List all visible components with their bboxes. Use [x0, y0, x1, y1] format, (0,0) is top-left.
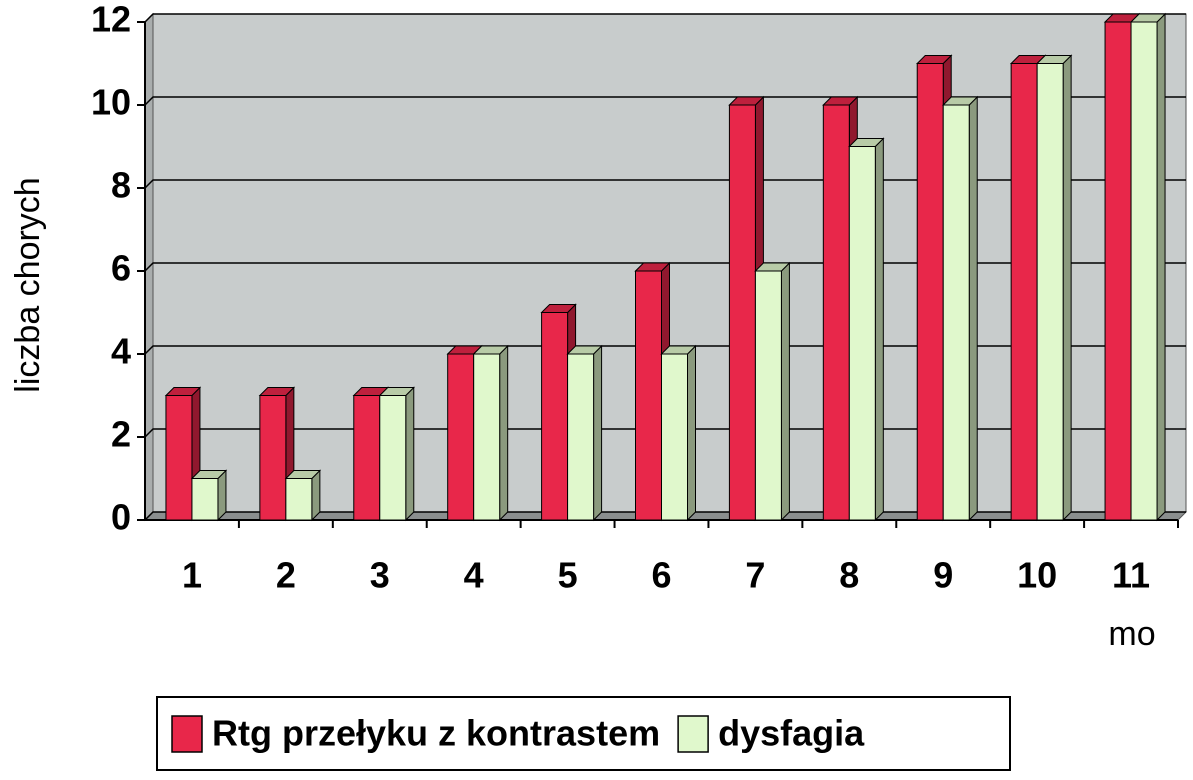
bar	[541, 312, 569, 521]
y-tick-label: 10	[91, 82, 131, 123]
bar-side	[1156, 12, 1166, 522]
bar	[1104, 21, 1132, 521]
x-tick-label: 6	[651, 555, 671, 596]
bar	[473, 353, 501, 521]
x-tick-label: 9	[933, 555, 953, 596]
bar	[1130, 21, 1158, 521]
x-tick-label: 5	[558, 555, 578, 596]
x-tick-label: 4	[464, 555, 484, 596]
x-axis-label: mo	[1108, 615, 1155, 653]
y-tick-label: 8	[111, 165, 131, 206]
bar	[916, 63, 944, 521]
bar	[635, 270, 662, 521]
bar-side	[499, 344, 509, 522]
x-tick-label: 2	[276, 555, 296, 596]
bar-side	[405, 386, 415, 522]
bar	[728, 104, 756, 521]
x-tick-label: 8	[839, 555, 859, 596]
bar-side	[780, 261, 790, 522]
bar	[848, 146, 876, 521]
bar-side	[1062, 54, 1072, 522]
y-axis-label: liczba chorych	[9, 177, 47, 392]
y-tick-label: 0	[111, 497, 131, 538]
legend-label: dysfagia	[718, 713, 865, 754]
bar	[661, 353, 688, 521]
x-tick-label: 11	[1112, 555, 1150, 596]
grid-line	[144, 13, 1186, 23]
y-tick-label: 6	[111, 248, 131, 289]
bar	[942, 104, 970, 521]
bar-side	[687, 344, 696, 522]
bar	[567, 353, 595, 521]
x-tick-label: 1	[182, 555, 202, 596]
bar	[165, 395, 193, 521]
y-tick-label: 12	[91, 0, 131, 40]
legend	[156, 696, 1011, 771]
bar-side	[968, 95, 978, 522]
y-tick-label: 2	[111, 414, 131, 455]
x-tick-label: 7	[745, 555, 765, 596]
legend-swatch	[677, 715, 709, 753]
bar	[754, 270, 782, 521]
bar	[285, 478, 313, 521]
bar	[447, 353, 475, 521]
bar	[379, 395, 407, 521]
bar-side	[593, 344, 603, 522]
bar	[353, 395, 381, 521]
bar	[822, 104, 850, 521]
x-tick-label: 10	[1017, 555, 1057, 596]
bar-side	[874, 137, 884, 522]
bar	[259, 395, 287, 521]
bar	[1010, 63, 1038, 521]
y-tick-label: 4	[111, 331, 131, 372]
bar	[191, 478, 219, 521]
legend-label: Rtg przełyku z kontrastem	[212, 713, 660, 754]
x-tick-label: 3	[370, 555, 390, 596]
bar	[1036, 63, 1064, 521]
legend-swatch	[171, 715, 203, 753]
